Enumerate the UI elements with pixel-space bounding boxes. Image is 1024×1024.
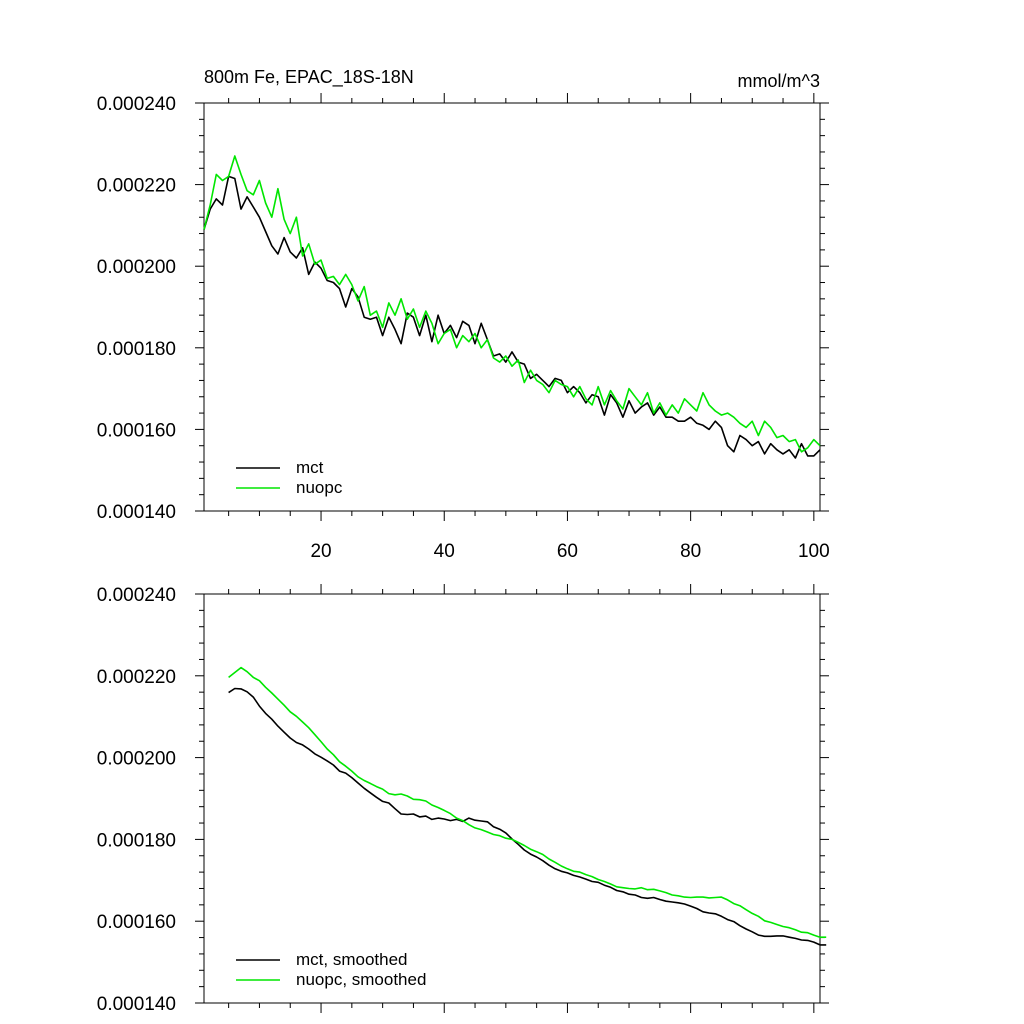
series-line-mct (203, 175, 821, 459)
units-label: mmol/m^3 (738, 71, 820, 91)
legend-label: mct (296, 458, 324, 477)
legend-label: nuopc, smoothed (296, 970, 426, 989)
y-tick-label: 0.000240 (97, 94, 176, 115)
y-tick-label: 0.000180 (97, 339, 176, 360)
y-tick-label: 0.000140 (97, 994, 176, 1015)
x-tick-label: 20 (310, 541, 331, 562)
y-tick-label: 0.000160 (97, 912, 176, 933)
chart-panel-1: 0.000140 0.000160 0.000180 0.000200 0.000220… (97, 67, 830, 562)
x-tick-label: 100 (798, 541, 830, 562)
chart-panel-2: 0.000140 0.000160 0.000180 0.000200 0.000220… (97, 584, 829, 1015)
legend-label: mct, smoothed (296, 950, 408, 969)
plot-frame (203, 102, 821, 512)
y-tick-label: 0.000220 (97, 176, 176, 197)
y-tick-label: 0.000200 (97, 257, 176, 278)
series-line-mct-smoothed (228, 687, 827, 946)
legend-label: nuopc (296, 478, 343, 497)
y-tick-label: 0.000180 (97, 830, 176, 851)
x-tick-label: 60 (557, 541, 578, 562)
y-tick-label: 0.000140 (97, 502, 176, 523)
series-line-nuopc (203, 155, 821, 453)
plot-frame (203, 593, 821, 1004)
y-tick-label: 0.000200 (97, 749, 176, 770)
x-tick-label: 80 (680, 541, 701, 562)
x-tick-label: 40 (434, 541, 455, 562)
y-tick-label: 0.000220 (97, 667, 176, 688)
chart-title: 800m Fe, EPAC_18S-18N (204, 67, 414, 88)
series-line-nuopc-smoothed (228, 666, 827, 939)
y-tick-label: 0.000160 (97, 420, 176, 441)
y-tick-label: 0.000240 (97, 585, 176, 606)
